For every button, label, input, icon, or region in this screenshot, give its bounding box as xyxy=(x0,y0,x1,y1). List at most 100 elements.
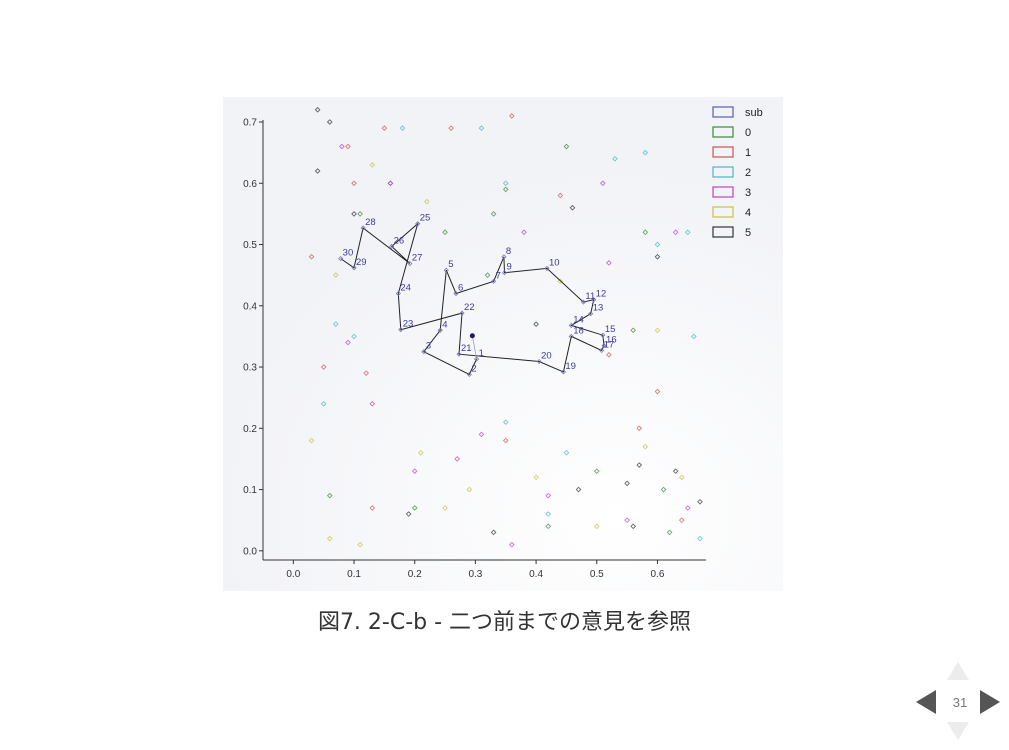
scatter-point xyxy=(697,498,703,505)
x-tick-label: 0.2 xyxy=(408,569,422,580)
trajectory-point xyxy=(544,265,550,271)
trajectory-point xyxy=(560,369,566,375)
trajectory-point-label: 7 xyxy=(496,270,501,281)
trajectory-point xyxy=(459,310,465,316)
trajectory-point-label: 15 xyxy=(605,324,616,335)
trajectory-point-label: 29 xyxy=(356,257,367,268)
x-tick-label: 0.0 xyxy=(286,569,300,580)
scatter-point xyxy=(478,125,485,131)
scatter-point xyxy=(424,198,430,205)
scatter-point xyxy=(684,229,691,236)
scatter-point xyxy=(357,541,363,548)
scatter-point xyxy=(697,535,703,542)
scatter-point xyxy=(545,523,552,530)
trajectory-point-label: 9 xyxy=(507,262,512,273)
scatter-point xyxy=(612,155,618,162)
scatter-point xyxy=(351,211,357,217)
scatter-point xyxy=(417,449,424,456)
y-tick-label: 0.1 xyxy=(243,485,257,496)
nav-down-arrow-icon[interactable] xyxy=(947,722,969,740)
scatter-point xyxy=(387,180,394,187)
legend-swatch xyxy=(712,206,734,218)
chart-background xyxy=(223,97,783,591)
y-tick-label: 0.3 xyxy=(243,363,257,374)
scatter-point xyxy=(332,272,339,278)
y-tick-label: 0.0 xyxy=(243,546,257,557)
x-tick-label: 0.4 xyxy=(529,569,543,580)
slide-navigation: 31 xyxy=(912,660,1004,745)
scatter-point xyxy=(654,241,661,248)
trajectory-line xyxy=(340,222,605,376)
scatter-point xyxy=(466,486,473,493)
y-tick-label: 0.7 xyxy=(243,118,257,129)
trajectory-point xyxy=(456,351,462,357)
trajectory-point-label: 2 xyxy=(471,363,476,374)
trajectory-point-label: 21 xyxy=(461,343,472,354)
scatter-point xyxy=(326,119,333,125)
scatter-point xyxy=(654,388,661,395)
scatter-point xyxy=(490,211,497,217)
scatter-point xyxy=(381,125,388,131)
scatter-point xyxy=(642,443,649,450)
trajectory-point-label: 22 xyxy=(464,302,475,313)
trajectory-point-label: 8 xyxy=(506,246,511,257)
scatter-point xyxy=(533,321,539,327)
scatter-point xyxy=(369,505,376,511)
trajectory-point xyxy=(580,299,586,305)
scatter-point xyxy=(308,437,315,444)
scatter-point xyxy=(345,339,351,346)
trajectory-point xyxy=(491,278,497,284)
trajectory-point-label: 11 xyxy=(585,291,595,302)
trajectory-point xyxy=(351,265,357,271)
scatter-point xyxy=(654,327,661,334)
scatter-point xyxy=(624,480,630,487)
trajectory-point-label: 1 xyxy=(479,348,484,359)
scatter-point xyxy=(654,253,661,260)
legend-swatch xyxy=(712,226,734,238)
y-tick-label: 0.6 xyxy=(243,179,257,190)
legend-label: 3 xyxy=(745,187,751,199)
trajectory-point xyxy=(453,290,459,297)
scatter-point xyxy=(691,333,697,340)
nav-up-arrow-icon[interactable] xyxy=(947,662,969,680)
scatter-point xyxy=(442,229,448,236)
x-tick-label: 0.1 xyxy=(347,569,361,580)
center-point xyxy=(469,333,475,339)
nav-prev-arrow-icon[interactable] xyxy=(916,690,936,714)
scatter-point xyxy=(563,449,570,456)
trajectory-point xyxy=(395,290,401,297)
legend-swatch xyxy=(712,126,734,138)
nav-next-arrow-icon[interactable] xyxy=(980,690,1000,714)
trajectory-point-label: 25 xyxy=(420,213,431,224)
y-tick-label: 0.2 xyxy=(243,424,257,435)
trajectory-point xyxy=(501,254,507,260)
figure-caption: 図7. 2-C-b - 二つ前までの意見を参照 xyxy=(317,610,692,635)
trajectory-point-label: 5 xyxy=(448,259,453,270)
legend-label: 5 xyxy=(745,227,751,239)
trajectory-point xyxy=(568,333,574,339)
chart-figure: 1 2 3 4 5 6 7 8 9 10 11 12 13 14 15 16 17 18 19 20 21 22 23 24 2… xyxy=(223,97,783,591)
scatter-point xyxy=(593,523,600,530)
trajectory-point xyxy=(536,358,542,365)
scatter-point xyxy=(326,535,333,542)
scatter-point xyxy=(351,333,357,340)
scatter-point xyxy=(606,260,612,266)
trajectory-point-label: 14 xyxy=(573,314,584,325)
trajectory-point-label: 24 xyxy=(400,283,411,294)
scatter-point xyxy=(339,143,345,150)
scatter-point xyxy=(599,180,606,187)
legend-label: 4 xyxy=(745,207,751,219)
scatter-point xyxy=(660,486,667,493)
trajectory-point-label: 6 xyxy=(458,283,463,294)
trajectory-point xyxy=(501,270,508,276)
scatter-point xyxy=(454,456,461,462)
scatter-point xyxy=(502,186,509,193)
trajectory-point-label: 18 xyxy=(573,325,584,336)
scatter-point xyxy=(314,106,321,113)
scatter-point xyxy=(684,505,691,511)
scatter-point xyxy=(502,180,509,187)
trajectory-point xyxy=(600,332,606,338)
scatter-point xyxy=(502,419,509,426)
scatter-point xyxy=(448,125,454,131)
